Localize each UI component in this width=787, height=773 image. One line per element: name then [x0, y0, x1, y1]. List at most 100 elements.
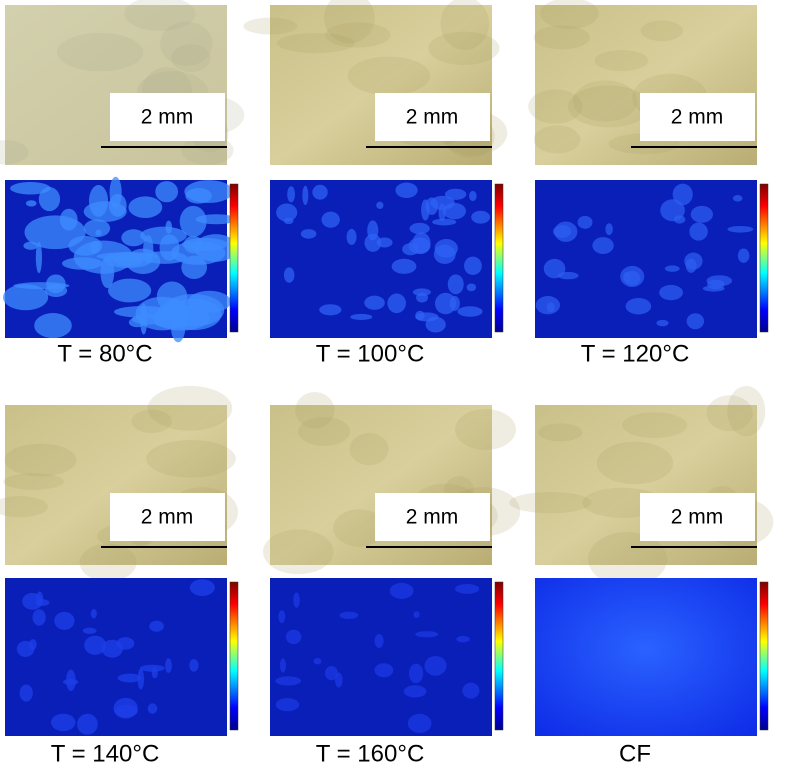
map-patch	[395, 182, 418, 198]
map-patch	[469, 190, 477, 202]
panel: 2 mm T = 80°C	[0, 0, 245, 367]
panel-label: T = 120°C	[581, 340, 690, 367]
texture	[440, 0, 490, 50]
map-patch	[557, 271, 579, 280]
texture	[79, 543, 137, 582]
map-patch	[346, 228, 357, 246]
map-patch	[189, 579, 215, 596]
map-patch	[466, 283, 477, 292]
map-patch	[737, 248, 750, 263]
texture	[243, 17, 298, 35]
map-patch	[605, 223, 613, 236]
texture	[596, 441, 674, 485]
map-patch	[592, 237, 614, 254]
map-patch	[424, 655, 447, 676]
map-patch	[462, 682, 480, 699]
map-patch	[376, 201, 384, 209]
map-patch	[319, 304, 342, 316]
map-patch	[374, 633, 384, 648]
scale-box	[375, 93, 490, 141]
map-patch	[181, 255, 208, 280]
map-patch	[50, 713, 76, 732]
texture	[131, 409, 172, 434]
map-patch	[165, 658, 172, 674]
scale-label: 2 mm	[406, 506, 459, 529]
map-patch	[279, 658, 286, 673]
panel: 2 mm T = 120°C	[528, 0, 769, 367]
map-patch	[443, 202, 466, 220]
texture	[622, 412, 688, 438]
map-patch	[706, 275, 733, 287]
panel-label: T = 160°C	[316, 740, 425, 767]
panel: 2 mm CF	[509, 385, 774, 767]
map-patch	[402, 243, 420, 256]
scale-box	[375, 493, 490, 541]
map-patch	[535, 296, 561, 315]
texture	[4, 443, 77, 477]
map-patch	[456, 635, 470, 643]
texture	[325, 22, 391, 48]
scale-label: 2 mm	[671, 506, 724, 529]
texture	[455, 408, 516, 451]
panel-label: CF	[619, 740, 651, 767]
map-patch	[184, 180, 234, 203]
map-patch	[147, 703, 158, 714]
map-patch	[464, 256, 482, 276]
map-patch	[684, 252, 703, 270]
map-patch	[623, 271, 631, 283]
map-patch	[553, 225, 572, 238]
texture	[640, 20, 684, 42]
map-patch	[278, 610, 286, 624]
texture	[727, 385, 766, 437]
texture	[538, 423, 583, 442]
map-patch	[374, 663, 394, 678]
color-map	[535, 578, 757, 736]
texture	[706, 395, 753, 432]
map-patch	[444, 188, 467, 200]
map-patch	[83, 219, 111, 238]
map-patch	[577, 215, 593, 229]
map-patch	[413, 611, 420, 618]
map-patch	[690, 205, 713, 223]
panel: 2 mm T = 140°C	[0, 385, 239, 767]
map-patch	[90, 609, 97, 619]
map-patch	[283, 267, 295, 283]
colorbar	[494, 581, 504, 731]
texture	[146, 439, 236, 478]
map-patch	[391, 258, 417, 274]
map-patch	[449, 296, 460, 312]
texture	[124, 0, 196, 31]
map-patch	[447, 274, 464, 295]
map-patch	[187, 290, 231, 313]
colorbar	[759, 581, 769, 731]
map-patch	[101, 639, 123, 658]
scale-label: 2 mm	[671, 106, 724, 129]
map-patch	[438, 203, 446, 222]
map-patch	[702, 285, 725, 292]
map-patch	[25, 200, 37, 207]
scale-label: 2 mm	[141, 106, 194, 129]
map-patch	[434, 292, 457, 315]
map-patch	[38, 187, 61, 212]
texture	[333, 509, 385, 547]
map-patch	[135, 296, 189, 331]
map-patch	[34, 313, 72, 339]
map-patch	[285, 629, 302, 645]
map-patch	[139, 664, 165, 672]
color-map	[535, 180, 757, 338]
map-patch	[193, 234, 238, 262]
map-patch	[732, 194, 743, 202]
map-patch	[155, 181, 179, 203]
map-patch	[77, 713, 98, 735]
scale-box	[110, 93, 225, 141]
texture	[298, 416, 351, 447]
map-patch	[189, 659, 199, 672]
texture	[587, 531, 668, 587]
map-patch	[113, 697, 138, 719]
map-patch	[283, 217, 294, 225]
map-patch	[421, 199, 430, 221]
map-patch	[300, 229, 317, 239]
map-patch	[179, 205, 207, 237]
scale-box	[110, 493, 225, 541]
map-patch	[10, 181, 51, 195]
